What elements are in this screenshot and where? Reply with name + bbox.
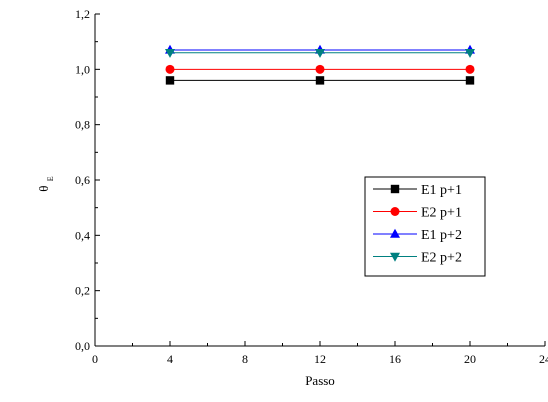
series-4 <box>165 49 475 58</box>
series-2 <box>165 64 475 74</box>
legend-marker <box>390 252 400 262</box>
data-point <box>465 76 475 85</box>
x-tick-label: 0 <box>92 352 98 366</box>
legend-item: E1 p+1 <box>373 183 462 198</box>
data-point <box>315 64 325 74</box>
series-1 <box>165 76 475 85</box>
y-tick-label: 1,2 <box>75 7 90 21</box>
legend-label: E2 p+1 <box>421 206 462 221</box>
legend-marker <box>390 184 400 194</box>
x-tick-label: 4 <box>167 352 173 366</box>
legend-label: E2 p+2 <box>421 251 462 266</box>
legend-label: E1 p+1 <box>421 183 462 198</box>
series-layer <box>165 44 475 85</box>
svg-text:θ E: θ E <box>36 176 55 191</box>
y-tick-label: 0,8 <box>75 118 90 132</box>
legend-marker <box>390 228 400 238</box>
legend-item: E2 p+2 <box>373 251 462 266</box>
data-point <box>165 49 175 58</box>
y-axis-ticks: 0,0 0,2 0,4 0,6 0,8 1,0 1,2 <box>75 7 100 353</box>
y-axis-title-symbol: θ <box>36 185 51 191</box>
data-point <box>465 64 475 74</box>
y-axis-title: θ E <box>36 176 55 191</box>
y-tick-label: 0,0 <box>75 339 90 353</box>
legend-item: E1 p+2 <box>373 228 462 243</box>
data-point <box>465 49 475 58</box>
x-axis-title: Passo <box>305 373 335 388</box>
legend: E1 p+1 E2 p+1 E1 p+2 E2 p+2 <box>364 176 486 277</box>
x-axis-ticks: 0 4 8 12 16 20 24 <box>92 341 548 366</box>
y-tick-label: 0,2 <box>75 284 90 298</box>
y-axis-title-subscript: E <box>46 176 55 181</box>
x-tick-label: 12 <box>314 352 326 366</box>
x-tick-label: 8 <box>242 352 248 366</box>
y-tick-label: 0,6 <box>75 173 90 187</box>
y-tick-label: 1,0 <box>75 62 90 76</box>
x-tick-label: 24 <box>539 352 548 366</box>
data-point <box>165 64 175 74</box>
data-point <box>165 76 175 85</box>
legend-marker <box>390 207 400 216</box>
legend-box <box>364 176 486 277</box>
y-tick-label: 0,4 <box>75 228 90 242</box>
legend-item: E2 p+1 <box>373 206 462 221</box>
x-tick-label: 20 <box>464 352 476 366</box>
x-tick-label: 16 <box>389 352 401 366</box>
data-point <box>315 76 325 85</box>
legend-label: E1 p+2 <box>421 228 462 243</box>
data-point <box>315 49 325 58</box>
